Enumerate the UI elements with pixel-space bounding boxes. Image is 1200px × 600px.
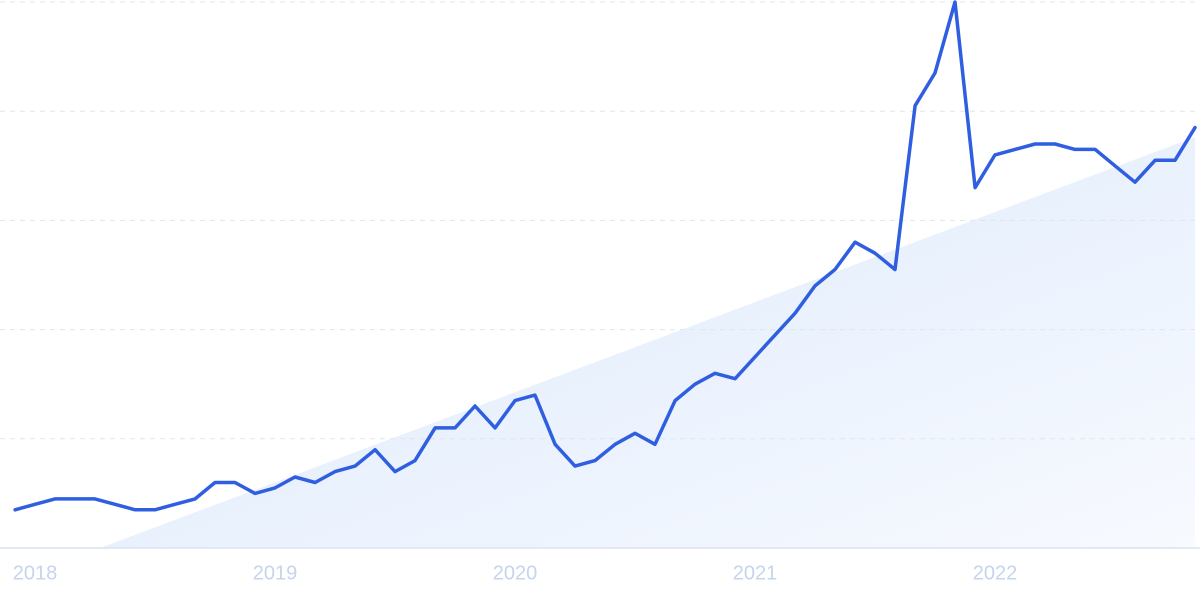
x-tick-label: 2021	[733, 562, 778, 584]
trend-area	[100, 137, 1195, 548]
x-tick-label: 2018	[13, 562, 58, 584]
trend-line	[13, 0, 1197, 512]
x-tick-label: 2022	[973, 562, 1018, 584]
x-tick-label: 2020	[493, 562, 538, 584]
x-tick-label: 2019	[253, 562, 298, 584]
